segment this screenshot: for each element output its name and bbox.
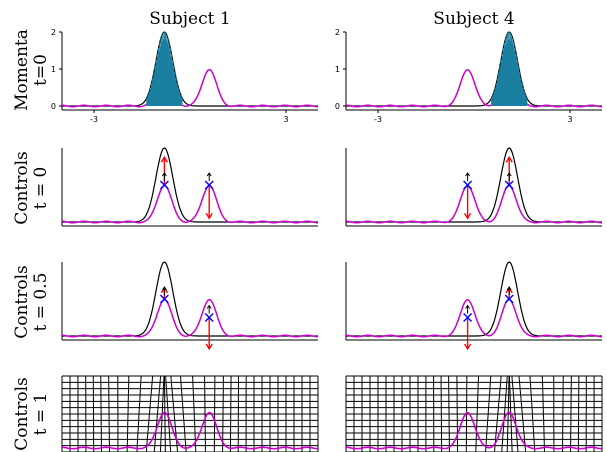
control-point-marker [504,294,514,304]
control-point-marker [204,313,214,322]
control-arrow-head [505,155,513,163]
grid-line-v [511,375,519,452]
y-tick-label: 1 [51,65,56,74]
row-label-line2: t = 1 [31,393,51,436]
control-point-marker [463,180,473,190]
grid-line-v [192,375,197,452]
grid-line-v [222,376,224,452]
grid-line-v [518,375,527,452]
control-small-arrow-head [206,304,212,309]
grid-line-v [501,375,508,452]
grid-line-v [180,375,187,452]
control-small-arrow-head [161,286,167,291]
control-point-marker [463,313,473,322]
grid-line-v [100,375,102,452]
y-tick-label: 2 [51,28,56,37]
panel-3-2 [345,261,602,351]
target-curve [346,411,602,450]
y-tick-label: 0 [335,102,340,111]
target-curve [62,411,318,450]
row-label-line2: t=0 [31,54,51,86]
panel-4-2 [345,375,603,452]
row-label-controls-t0: Controls t = 0 [12,151,51,225]
grid-line-v [145,375,154,452]
grid-line-v [475,375,479,452]
grid-line-v [213,375,216,452]
grid-line-v [229,375,232,452]
panel-1-1: -3 3 0 1 2 [51,28,318,124]
row-label-controls-t1: Controls t = 1 [12,377,51,451]
row-label-line1: Momenta [12,29,32,111]
row-label-controls-t05: Controls t = 0.5 [12,265,51,339]
panel-2-2 [345,147,602,227]
panel-2-1 [61,147,318,227]
template-curve [346,31,602,107]
row-label-line1: Controls [12,265,32,339]
template-curve [346,147,602,223]
control-small-arrow-head [161,172,167,177]
row-label-momenta: Momenta t=0 [12,29,51,111]
grid-line-v [541,375,545,452]
grid-line-v [136,375,142,452]
control-arrow-head [463,212,472,220]
grid-line-v [562,375,564,452]
grid-line-v [448,376,450,452]
row-label-line2: t = 0.5 [31,273,51,332]
target-curve [62,184,318,224]
template-curve [346,261,602,337]
target-curve [346,184,602,224]
control-arrow-head [205,212,213,220]
x-tick-label: 3 [283,115,288,124]
panel-3-1 [61,261,318,351]
grid-line-v [506,375,510,452]
template-curve [62,261,318,337]
grid-line-v [485,375,492,452]
grid-line-v [163,375,166,452]
grid-line-v [456,376,459,452]
panel-1-2: -3 3 0 1 2 [335,28,602,124]
y-tick-label: 2 [335,28,340,37]
grid-line-v [126,376,130,452]
grid-line-v [108,375,110,452]
control-point-marker [159,180,169,190]
x-tick-label: -3 [90,115,98,124]
x-tick-label: -3 [374,115,382,124]
control-arrow-head [463,343,472,351]
control-small-arrow-head [465,304,471,309]
grid-line-v [529,375,536,452]
control-point-marker [204,180,214,190]
column-title-subject-1: Subject 1 [149,9,230,29]
control-point-marker [159,294,169,304]
panel-4-1 [61,375,319,452]
grid-line-v [165,375,172,452]
target-curve [346,68,602,108]
control-small-arrow-head [206,172,212,177]
template-curve [62,31,318,107]
target-curve [62,68,318,108]
grid-line-v [204,376,206,452]
y-tick-label: 1 [335,65,340,74]
control-small-arrow-head [506,286,512,291]
control-arrow-head [160,155,169,163]
column-title-subject-4: Subject 4 [433,9,514,29]
panels: -3 3 0 1 2 -3 3 0 1 2 [51,28,603,452]
control-arrow-head [205,343,213,351]
grid-line-v [577,376,580,452]
row-label-line2: t = 0 [31,167,51,210]
grid-line-v [494,375,502,452]
row-label-line1: Controls [12,377,32,451]
grid-line-v [570,376,572,452]
row-label-line1: Controls [12,151,32,225]
control-point-marker [504,180,514,190]
target-curve [62,298,318,338]
control-small-arrow-head [506,172,512,177]
grid-line-v [153,375,162,452]
y-tick-label: 0 [51,102,56,111]
x-tick-label: 3 [567,115,572,124]
target-curve [346,298,602,338]
control-small-arrow-head [465,172,471,177]
template-curve [62,147,318,223]
grid-line-v [440,376,443,452]
